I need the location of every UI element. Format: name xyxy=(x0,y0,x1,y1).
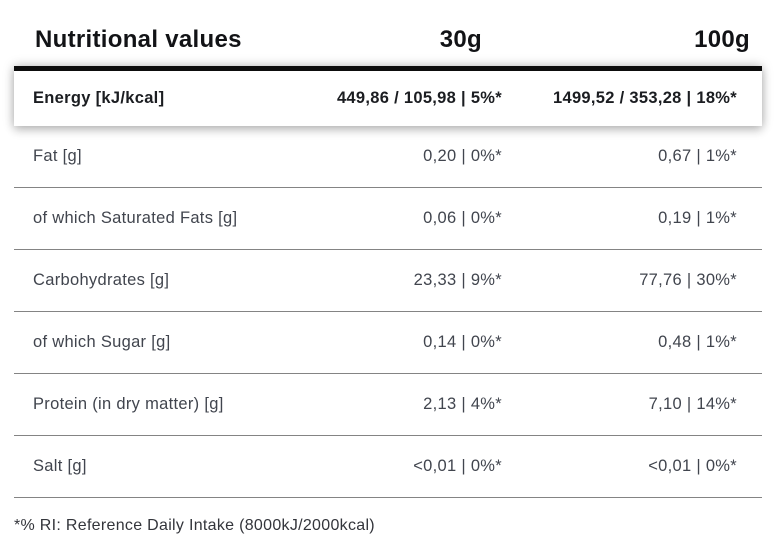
row-value-100g: 0,19 | 1%* xyxy=(658,209,737,227)
row-label: of which Saturated Fats [g] xyxy=(33,209,238,227)
energy-value-30g: 449,86 / 105,98 | 5%* xyxy=(336,89,502,107)
table-title: Nutritional values xyxy=(35,26,242,53)
row-value-30g: 23,33 | 9%* xyxy=(413,271,502,289)
energy-row-label: Energy [kJ/kcal] xyxy=(33,89,165,107)
table-row-salt: Salt [g] <0,01 | 0%* <0,01 | 0%* xyxy=(14,436,762,498)
table-header-row: Nutritional values 30g 100g xyxy=(14,14,762,66)
column-header-30g: 30g xyxy=(439,26,482,53)
table-row-protein: Protein (in dry matter) [g] 2,13 | 4%* 7… xyxy=(14,374,762,436)
row-value-100g: <0,01 | 0%* xyxy=(648,457,737,475)
table-row-sugar: of which Sugar [g] 0,14 | 0%* 0,48 | 1%* xyxy=(14,312,762,374)
row-label: Salt [g] xyxy=(33,457,87,475)
table-row-saturated-fats: of which Saturated Fats [g] 0,06 | 0%* 0… xyxy=(14,188,762,250)
row-value-30g: 0,06 | 0%* xyxy=(423,209,502,227)
row-value-30g: 0,20 | 0%* xyxy=(423,147,502,165)
row-value-100g: 77,76 | 30%* xyxy=(639,271,737,289)
row-label: Carbohydrates [g] xyxy=(33,271,170,289)
table-row-carbohydrates: Carbohydrates [g] 23,33 | 9%* 77,76 | 30… xyxy=(14,250,762,312)
row-label: of which Sugar [g] xyxy=(33,333,171,351)
energy-row-card: Energy [kJ/kcal] 449,86 / 105,98 | 5%* 1… xyxy=(14,66,762,126)
table-body: Fat [g] 0,20 | 0%* 0,67 | 1%* of which S… xyxy=(14,126,762,498)
row-value-30g: <0,01 | 0%* xyxy=(413,457,502,475)
row-value-100g: 0,67 | 1%* xyxy=(658,147,737,165)
row-label: Protein (in dry matter) [g] xyxy=(33,395,224,413)
column-header-100g: 100g xyxy=(694,26,750,53)
row-value-100g: 0,48 | 1%* xyxy=(658,333,737,351)
row-value-30g: 0,14 | 0%* xyxy=(423,333,502,351)
reference-intake-footnote: *% RI: Reference Daily Intake (8000kJ/20… xyxy=(14,517,375,534)
table-row-fat: Fat [g] 0,20 | 0%* 0,67 | 1%* xyxy=(14,126,762,188)
row-label: Fat [g] xyxy=(33,147,82,165)
row-value-30g: 2,13 | 4%* xyxy=(423,395,502,413)
row-value-100g: 7,10 | 14%* xyxy=(648,395,737,413)
energy-value-100g: 1499,52 / 353,28 | 18%* xyxy=(553,89,737,107)
nutrition-table: Nutritional values 30g 100g Energy [kJ/k… xyxy=(14,0,762,535)
